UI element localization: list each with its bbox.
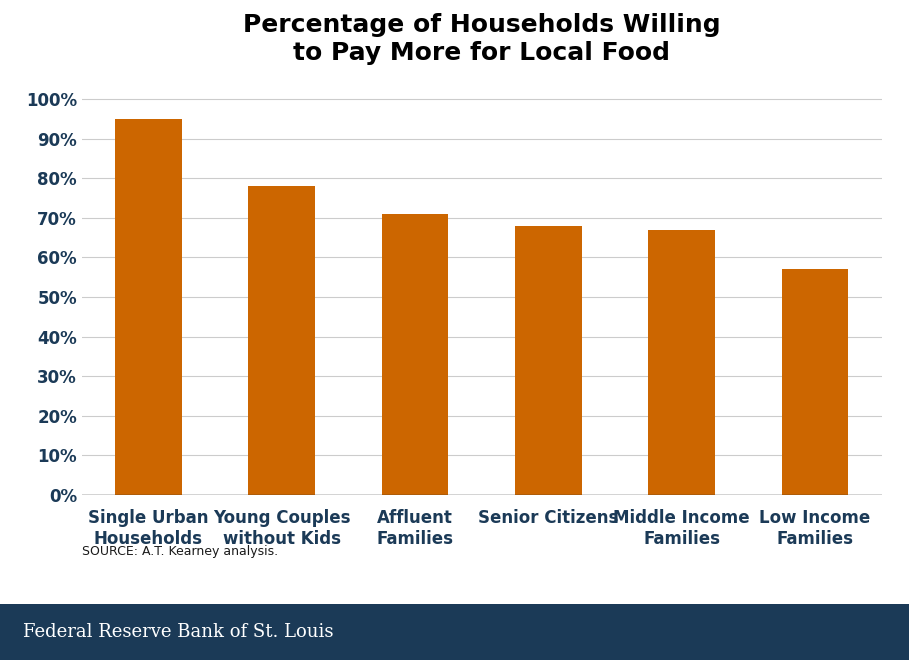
Text: Federal Reserve Bank of St. Louis: Federal Reserve Bank of St. Louis (23, 623, 334, 641)
Bar (782, 269, 848, 495)
Bar (115, 119, 182, 495)
Title: Percentage of Households Willing
to Pay More for Local Food: Percentage of Households Willing to Pay … (243, 13, 721, 65)
Bar (382, 214, 448, 495)
Bar (515, 226, 582, 495)
Bar (648, 230, 715, 495)
Bar (248, 186, 315, 495)
Text: SOURCE: A.T. Kearney analysis.: SOURCE: A.T. Kearney analysis. (82, 544, 278, 558)
